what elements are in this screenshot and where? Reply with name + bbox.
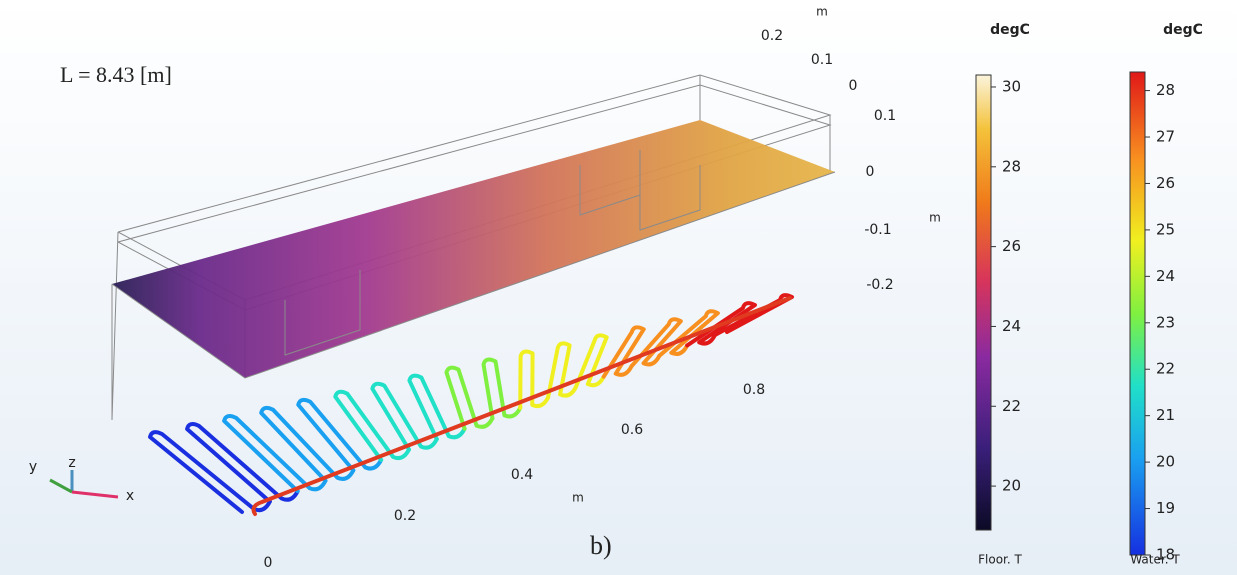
axis-tick-label: 0 [264, 555, 273, 571]
colorbar-tick-label: 20 [1002, 477, 1021, 495]
colorbar-tick-label: 26 [1156, 174, 1175, 192]
axis-tick-label: 0 [866, 164, 875, 180]
colorbar-tick-label: 28 [1002, 157, 1021, 175]
colorbar [976, 75, 991, 530]
colorbar-tick-label: 20 [1156, 453, 1175, 471]
axis-tick-label: -0.1 [864, 222, 891, 238]
colorbar-tick-label: 27 [1156, 128, 1175, 146]
panel-label: b) [590, 531, 612, 560]
colorbar [1130, 72, 1145, 555]
colorbar-tick-label: 21 [1156, 406, 1175, 424]
colorbar-tick-label: 22 [1156, 360, 1175, 378]
colorbar-tick-label: 19 [1156, 499, 1175, 517]
colorbar-label: Floor. T [978, 553, 1022, 567]
colorbar-title: degC [1163, 22, 1203, 38]
axis-tick-label: 0.1 [874, 108, 896, 124]
triad-label: x [126, 488, 134, 504]
colorbar-tick-label: 22 [1002, 397, 1021, 415]
axis-unit: m [816, 5, 828, 19]
figure: L = 8.43 [m] b) 0.2 0.1 0 m 0.1 0 -0.1 -0.2 m 0 0.… [0, 0, 1237, 575]
axis-tick-label: 0.2 [761, 28, 783, 44]
colorbar-label: Water. T [1130, 553, 1180, 567]
colorbar-tick-label: 26 [1002, 237, 1021, 255]
triad-label: z [68, 455, 75, 471]
axis-tick-label: 0.6 [621, 422, 643, 438]
colorbar-tick-label: 28 [1156, 81, 1175, 99]
triad-label: y [29, 459, 37, 475]
axis-tick-label: 0.2 [394, 508, 416, 524]
colorbar-tick-label: 24 [1156, 267, 1175, 285]
axis-tick-label: 0 [849, 78, 858, 94]
axis-tick-label: 0.4 [511, 467, 533, 483]
annotation: L = 8.43 [m] [60, 62, 172, 87]
colorbar-tick-label: 23 [1156, 313, 1175, 331]
colorbar-tick-label: 24 [1002, 317, 1021, 335]
colorbar-tick-label: 25 [1156, 220, 1175, 238]
colorbar-title: degC [990, 22, 1030, 38]
axis-tick-label: 0.8 [743, 382, 765, 398]
axis-unit: m [572, 491, 584, 505]
axis-tick-label: 0.1 [811, 52, 833, 68]
colorbar-tick-label: 30 [1002, 77, 1021, 95]
axis-tick-label: -0.2 [866, 277, 893, 293]
axis-unit: m [929, 211, 941, 225]
